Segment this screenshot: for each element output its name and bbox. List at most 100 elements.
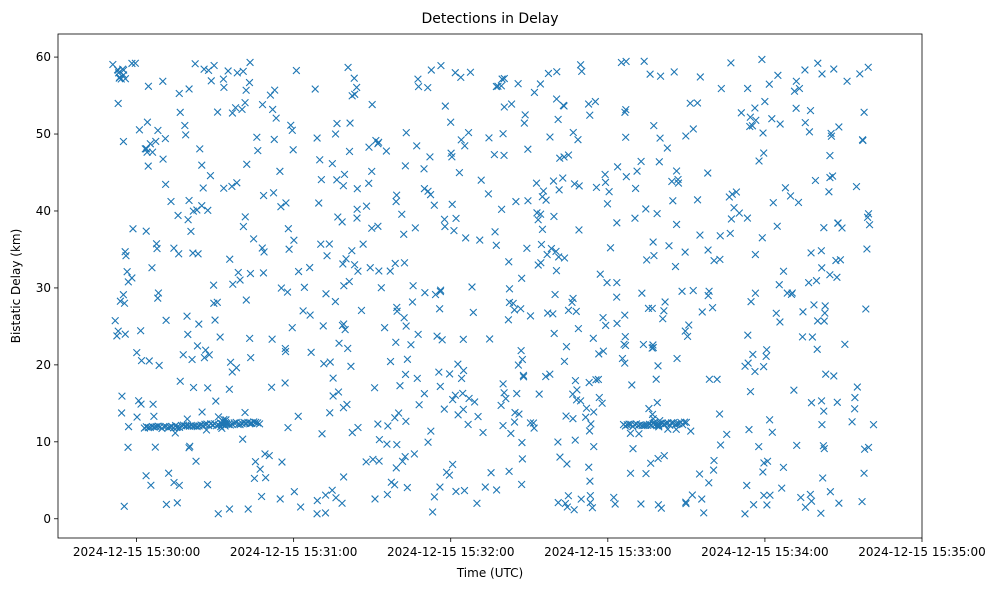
data-point [654, 454, 662, 463]
data-point [185, 85, 193, 93]
data-point [575, 182, 583, 190]
data-point [340, 281, 348, 290]
data-point [626, 469, 635, 478]
data-point [414, 82, 423, 91]
data-point [869, 420, 878, 429]
data-point [371, 495, 379, 503]
data-point [299, 307, 307, 315]
data-point [344, 63, 352, 72]
data-point [520, 119, 529, 127]
data-point [397, 210, 406, 219]
data-point [142, 471, 150, 480]
data-point [759, 468, 767, 476]
data-point [209, 281, 218, 289]
data-point [635, 429, 643, 438]
data-point [175, 89, 184, 98]
data-point [282, 199, 290, 207]
data-point [562, 342, 571, 351]
data-point [430, 201, 439, 210]
data-point [832, 256, 840, 265]
data-point [194, 250, 202, 258]
data-point [820, 317, 829, 325]
data-point [270, 86, 279, 94]
data-point [115, 73, 124, 82]
data-point [423, 83, 432, 92]
data-point [655, 158, 664, 166]
data-point [369, 455, 377, 464]
data-point [383, 440, 391, 448]
data-point [238, 435, 247, 443]
data-point [161, 134, 170, 143]
data-point [574, 324, 583, 333]
data-point [606, 243, 615, 252]
data-point [860, 108, 868, 117]
data-point [170, 478, 178, 487]
data-point [391, 413, 399, 422]
data-point [426, 153, 434, 161]
data-point [586, 491, 595, 500]
data-point [435, 304, 444, 313]
data-point [585, 378, 593, 387]
data-point [605, 187, 613, 196]
data-point [306, 311, 314, 319]
data-point [596, 270, 605, 278]
data-point [818, 70, 826, 78]
data-point [613, 319, 621, 328]
data-point [249, 235, 258, 243]
data-point [665, 241, 673, 250]
data-point [181, 121, 189, 130]
data-point [124, 422, 133, 431]
data-point [656, 134, 664, 142]
data-point [546, 133, 554, 141]
data-point [154, 126, 162, 135]
data-point [409, 281, 417, 290]
data-point [704, 246, 712, 254]
x-axis-label: Time (UTC) [456, 566, 523, 580]
data-point [448, 153, 456, 161]
data-point [814, 59, 822, 67]
data-point [229, 280, 237, 289]
data-point [818, 420, 826, 429]
data-point [260, 248, 268, 256]
data-point [629, 444, 637, 453]
data-point [550, 212, 558, 221]
data-point [219, 184, 228, 193]
data-point [339, 181, 348, 190]
data-point [772, 309, 781, 318]
data-point [817, 509, 825, 518]
data-point [599, 347, 608, 355]
data-point [751, 104, 759, 112]
data-point [490, 150, 499, 159]
data-point [515, 410, 523, 418]
data-point [193, 342, 202, 350]
data-point [288, 126, 297, 135]
data-point [766, 491, 774, 499]
data-point [577, 67, 586, 76]
data-point [673, 354, 681, 363]
data-point [716, 232, 725, 240]
data-point [801, 66, 809, 74]
data-point [181, 131, 190, 139]
data-point [618, 354, 627, 363]
data-point [500, 103, 509, 111]
data-point [197, 161, 206, 169]
data-point [696, 73, 705, 81]
data-point [213, 108, 222, 116]
data-point [184, 215, 192, 224]
data-point [568, 298, 576, 307]
data-point [174, 250, 183, 258]
data-point [852, 182, 861, 191]
data-point [680, 418, 689, 426]
data-point [681, 498, 690, 506]
data-point [375, 435, 384, 444]
data-point [560, 357, 569, 366]
data-point [338, 499, 346, 508]
data-point [813, 345, 821, 354]
data-point [864, 443, 873, 452]
data-point [863, 213, 872, 222]
data-point [479, 428, 487, 437]
data-point [546, 370, 554, 378]
data-point [285, 245, 293, 254]
data-point [364, 179, 373, 188]
data-point [426, 190, 435, 199]
